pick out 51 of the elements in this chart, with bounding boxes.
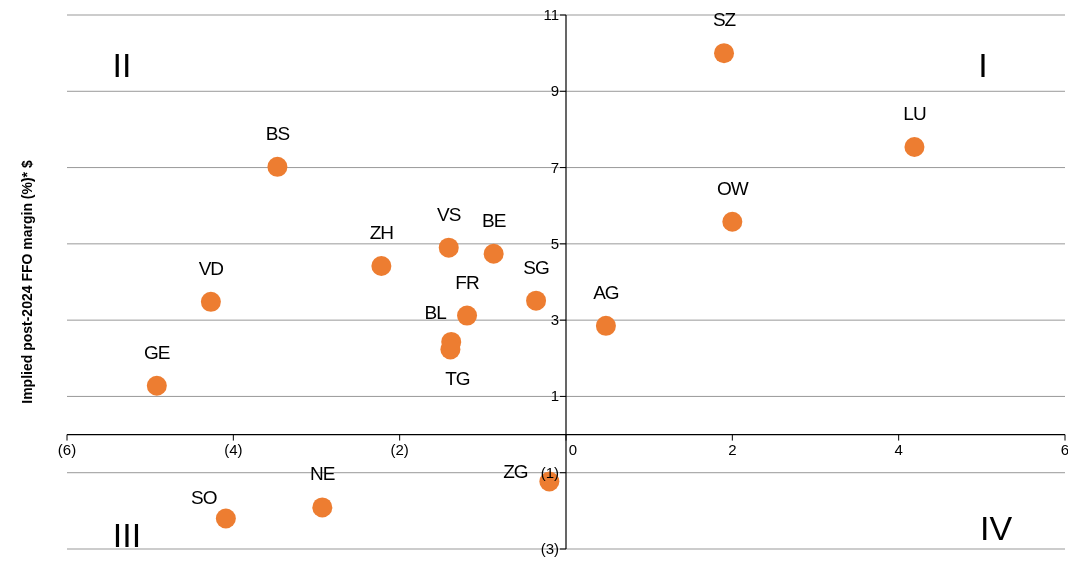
annotation: VD (198, 257, 224, 279)
annotation: SG (523, 256, 550, 278)
point (483, 243, 504, 264)
point (457, 305, 478, 326)
annotation: I (978, 45, 988, 84)
y-tick-label: 11 (543, 6, 559, 23)
y-tick-label: 3 (550, 311, 559, 329)
point (526, 290, 547, 311)
point (714, 43, 735, 64)
point (267, 156, 288, 177)
annotation: LU (903, 102, 926, 124)
y-tick-label: 1 (550, 387, 559, 405)
y-tick-label: 9 (550, 82, 559, 100)
point (904, 136, 925, 157)
point (722, 211, 743, 232)
x-tick-label: 0 (568, 440, 578, 458)
annotation: FR (455, 271, 479, 293)
annotation: BS (265, 122, 290, 144)
point (371, 255, 392, 276)
point (595, 315, 616, 336)
y-tick-label: (3) (540, 540, 559, 557)
annotation: ZG (503, 460, 528, 482)
annotation: AG (593, 281, 619, 303)
point (215, 508, 236, 529)
x-tick-label: 2 (728, 440, 737, 458)
annotation: SZ (712, 9, 737, 31)
annotation: BL (424, 301, 447, 323)
y-axis-title: Implied post-2024 FFO margin (%)* $ (18, 160, 35, 404)
x-tick-label: 6 (1060, 440, 1068, 458)
x-tick-label: (4) (224, 440, 243, 458)
annotation: IV (979, 508, 1013, 547)
annotation: GE (144, 341, 170, 363)
annotation: VS (437, 203, 461, 225)
point (146, 375, 167, 396)
annotation: III (112, 515, 142, 554)
annotation: TG (445, 367, 470, 389)
annotation: ZH (369, 222, 394, 243)
annotation: OW (716, 177, 749, 199)
y-tick-label: 5 (550, 234, 559, 252)
annotation: NE (310, 463, 335, 485)
point (312, 497, 333, 518)
annotation: II (112, 45, 132, 84)
x-tick-label: (6) (57, 440, 77, 458)
point (200, 291, 221, 312)
x-tick-label: (2) (390, 440, 409, 458)
annotation: SO (191, 486, 217, 508)
x-tick-label: 4 (894, 440, 903, 458)
y-tick-label: (1) (540, 463, 559, 481)
point (438, 237, 459, 258)
annotation: BE (481, 209, 506, 231)
y-tick-label: 7 (550, 158, 559, 176)
